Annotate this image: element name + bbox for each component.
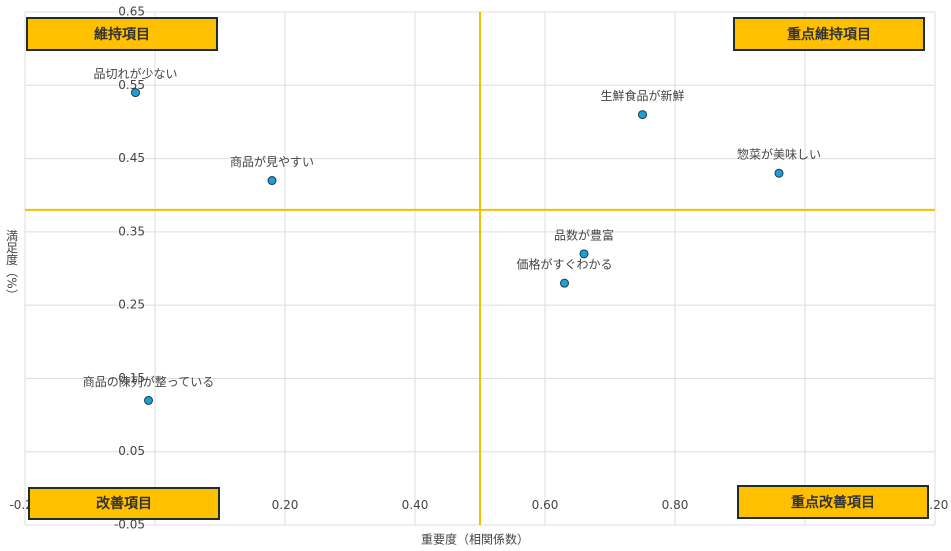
- quadrant-box: [28, 487, 220, 520]
- x-axis-title: 重要度（相関係数）: [421, 532, 529, 547]
- y-tick-label: 0.65: [118, 5, 145, 19]
- y-tick-label: 0.05: [118, 444, 145, 458]
- quadrant-box: [26, 17, 218, 51]
- point-label: 惣菜が美味しい: [737, 147, 821, 162]
- point-label: 商品が見やすい: [230, 154, 314, 169]
- quadrant-box: [737, 485, 929, 519]
- y-axis-title: 満足度（%）: [5, 229, 19, 301]
- point: [579, 249, 589, 259]
- quadrant-box: [733, 17, 925, 51]
- point: [144, 395, 153, 405]
- point-label: 生鮮食品が新鮮: [600, 88, 684, 103]
- quadrant-label: 重点改善項目: [791, 494, 875, 511]
- x-tick-label: 0.40: [402, 498, 429, 512]
- marks: -0.050.050.150.250.350.450.550.65-0.20 0.…: [9, 5, 948, 532]
- x-tick-label: 0.60: [532, 498, 559, 512]
- y-tick-label: -0.05: [114, 518, 145, 532]
- point-label: 商品の陳列が整っている: [83, 374, 214, 389]
- point: [131, 88, 140, 98]
- y-tick-label: 0.55: [118, 78, 145, 92]
- x-tick-label: 0.80: [662, 498, 689, 512]
- point: [638, 110, 647, 120]
- point: [267, 176, 277, 186]
- quadrant-label: 改善項目: [96, 495, 152, 512]
- grid: [24, 11, 936, 526]
- y-tick-label: 0.45: [118, 151, 145, 165]
- quadrant-label: 維持項目: [94, 26, 150, 43]
- point: [560, 278, 569, 288]
- point-label: 価格がすぐわかる: [516, 257, 612, 272]
- quadrant-label: 重点維持項目: [787, 26, 871, 43]
- y-tick-label: 0.35: [118, 224, 145, 238]
- point: [774, 168, 784, 178]
- x-tick-label: 0.20: [272, 498, 299, 512]
- y-tick-label: 0.25: [118, 298, 145, 312]
- point-label: 品数が豊富: [554, 227, 614, 242]
- y-tick-label: 0.15: [118, 371, 145, 385]
- point-label: 品切れが少ない: [93, 66, 177, 81]
